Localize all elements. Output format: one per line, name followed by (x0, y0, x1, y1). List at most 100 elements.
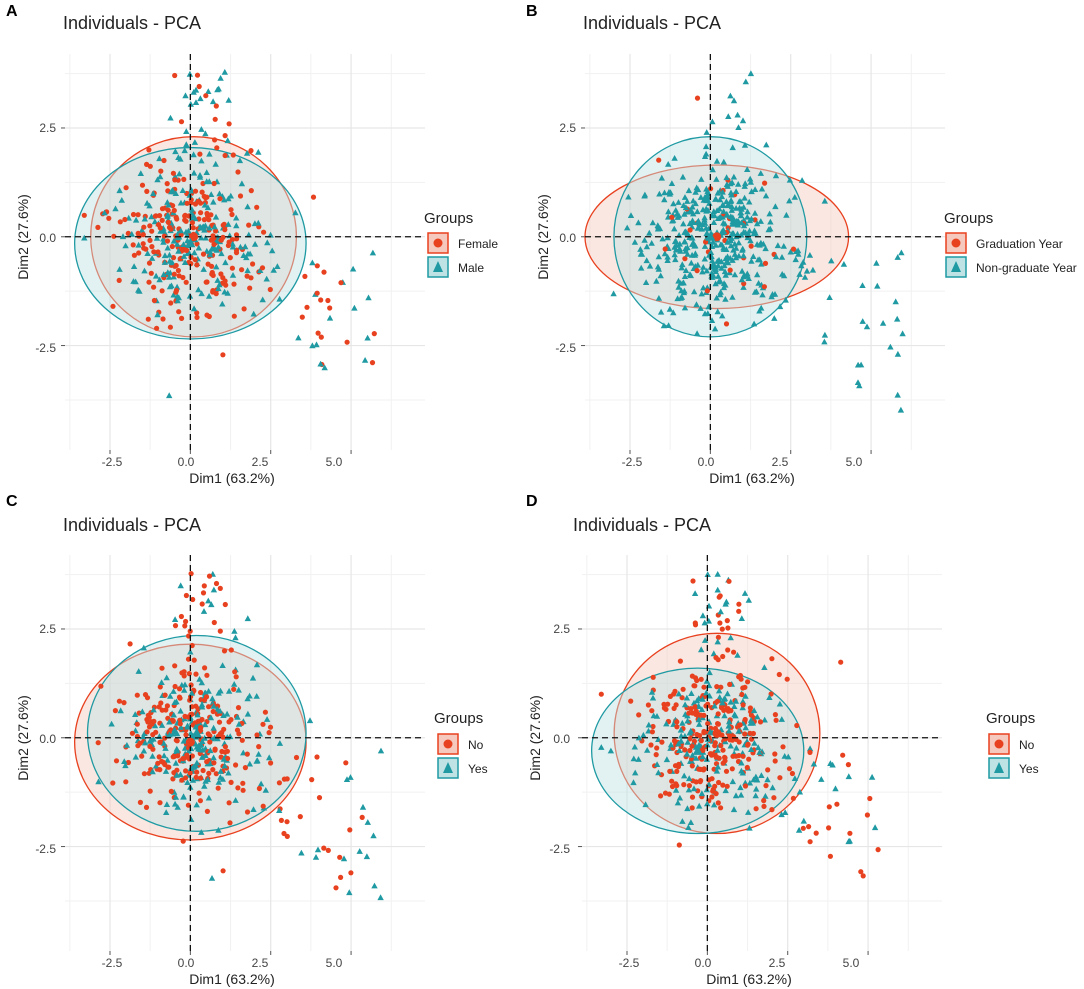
panel-a-point (241, 306, 247, 312)
panel-d-point (695, 695, 702, 701)
panel-d-point (725, 647, 731, 653)
panel-c-point (207, 747, 214, 754)
panel-d-point (732, 792, 740, 799)
panel-d-point (714, 698, 721, 704)
panel-a-point (235, 169, 241, 175)
panel-a-point (130, 242, 136, 248)
panel-b-point (732, 245, 740, 251)
panel-a-point (212, 160, 219, 167)
panel-c-point (122, 762, 129, 769)
panel-d-point (714, 684, 720, 690)
panel-a-point (180, 274, 186, 281)
panel-a-point (170, 170, 176, 176)
panel-d-point (681, 782, 687, 788)
panel-b-point (684, 198, 691, 204)
panel-a-point (201, 201, 209, 208)
panel-b-point (704, 188, 711, 194)
panel-b-point (723, 321, 730, 327)
panel-a-point (295, 334, 302, 341)
panel-b-point (735, 239, 742, 246)
panel-a-point (238, 180, 246, 187)
panel-b-point (739, 117, 747, 124)
panel-d-point (705, 701, 711, 707)
panel-a-point (151, 218, 159, 225)
panel-a-point (137, 170, 144, 176)
panel-d-point (711, 702, 718, 709)
panel-b-point (702, 143, 710, 150)
panel-b-point (648, 240, 655, 246)
panel-d-point (692, 755, 700, 761)
panel-a-point (160, 227, 167, 234)
panel-a-point (135, 286, 142, 293)
panel-a-point (195, 244, 202, 251)
panel-c-point (157, 800, 163, 806)
panel-d-point (742, 693, 749, 699)
panel-c-point (172, 623, 179, 629)
panel-c-point (188, 571, 194, 577)
panel-a-point (144, 250, 151, 256)
panel-c-point (224, 734, 231, 740)
panel-a-point (150, 190, 157, 197)
panel-b-point (747, 175, 754, 182)
panel-a-point (263, 275, 270, 282)
panel-c-point (171, 800, 179, 807)
panel-a-point (206, 251, 214, 258)
panel-a-point (225, 221, 232, 227)
panel-d-point (691, 590, 699, 596)
panel-c-point (143, 804, 150, 811)
panel-b-point (710, 219, 718, 225)
panel-d-point (860, 873, 866, 879)
panel-c-point (108, 720, 115, 727)
panel-c-ytick-2: 0.0 (39, 732, 56, 746)
panel-d-point (699, 753, 706, 760)
panel-d-point (659, 739, 665, 745)
panel-b-point (698, 290, 705, 297)
panel-b-point (740, 229, 747, 236)
panel-b-point (735, 124, 742, 130)
panel-c-xtick-1: -2.5 (102, 956, 123, 970)
panel-d-legend-key-2 (988, 757, 1010, 779)
panel-d-point (742, 731, 748, 737)
panel-d-point (696, 802, 703, 809)
panel-a-title: Individuals - PCA (63, 13, 201, 33)
panel-c-point (268, 760, 274, 766)
panel-d-point (698, 706, 706, 712)
panel-c-point (95, 740, 101, 746)
panel-d-point (746, 756, 752, 762)
panel-d-point (684, 739, 691, 745)
panel-d-point (663, 756, 671, 763)
panel-b-point (676, 245, 683, 252)
panel-c-point (206, 704, 212, 710)
panel-a-point (112, 205, 119, 212)
panel-c-point (216, 707, 224, 714)
panel-d-xtick-1: -2.5 (619, 956, 640, 970)
panel-d-point (685, 786, 693, 793)
panel-d-point (689, 743, 695, 749)
panel-a-point (186, 192, 193, 198)
panel-c-point (140, 644, 147, 651)
panel-d-point (714, 586, 721, 593)
panel-c-point (182, 713, 188, 720)
panel-b-point (695, 223, 702, 230)
panel-c-point (180, 838, 186, 844)
panel-a-point (231, 313, 237, 319)
panel-b-point (635, 219, 642, 226)
panel-a-point (191, 249, 198, 256)
panel-a-point (200, 251, 207, 257)
panel-b-xtick-3: 2.5 (772, 455, 789, 469)
panel-a-point (226, 121, 232, 127)
panel-c-point (249, 674, 257, 681)
panel-b-point (763, 141, 770, 148)
panel-d-point (710, 650, 717, 657)
panel-a-point (200, 266, 207, 272)
panel-a-point (210, 233, 216, 239)
panel-b-point (610, 290, 617, 297)
panel-b-point (873, 259, 880, 266)
panel-b-point (745, 275, 752, 281)
panel-d-point (724, 690, 731, 697)
panel-b-point (726, 201, 733, 208)
panel-a-point (156, 155, 163, 162)
panel-a-point (110, 303, 116, 309)
panel-b-point (722, 272, 729, 278)
panel-letter-c: C (6, 493, 18, 510)
